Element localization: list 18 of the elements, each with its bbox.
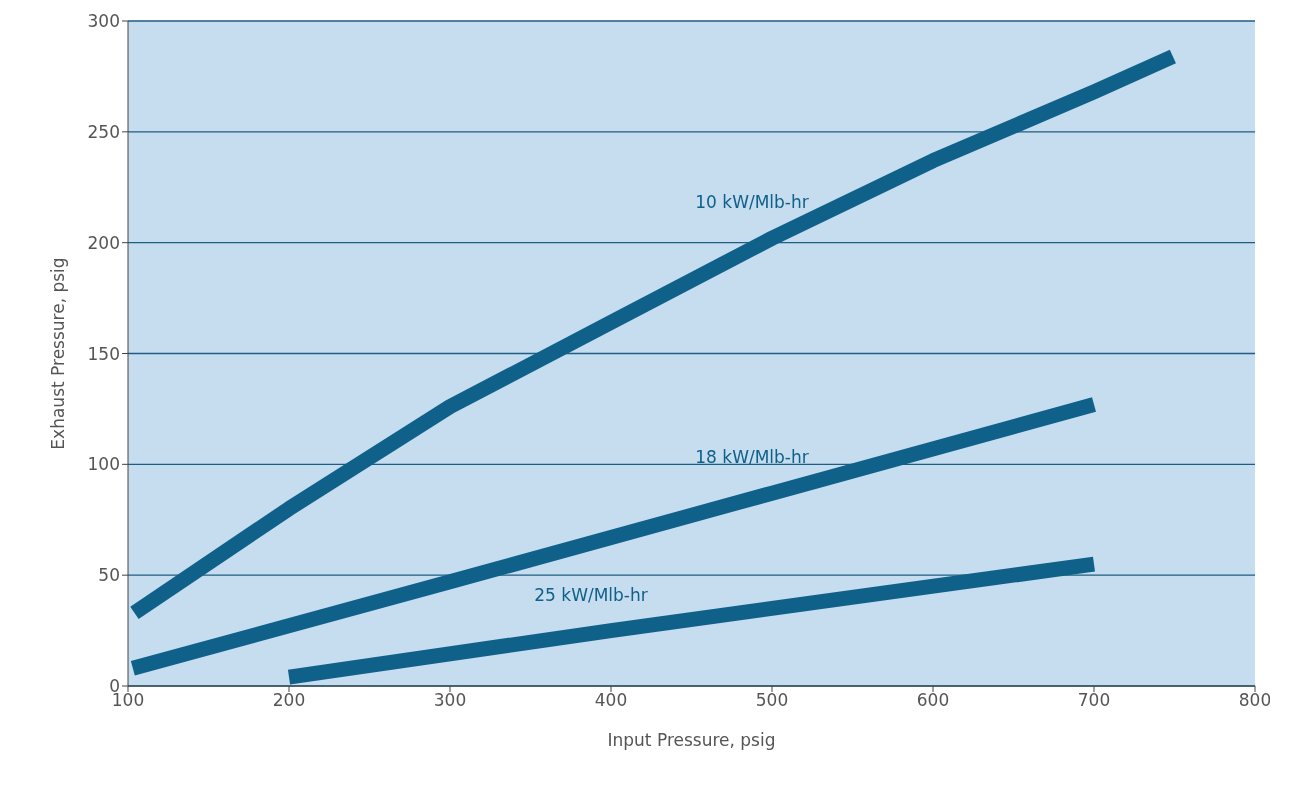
series-label: 10 kW/Mlb-hr: [695, 192, 809, 213]
y-tick-label: 150: [87, 343, 120, 364]
x-tick-label: 500: [755, 690, 789, 711]
y-tick-label: 100: [87, 454, 120, 475]
x-tick-label: 700: [1077, 690, 1111, 711]
series-label: 25 kW/Mlb-hr: [534, 584, 648, 605]
y-tick-label: 50: [98, 565, 120, 586]
x-tick-label: 600: [916, 690, 950, 711]
y-tick-label: 200: [87, 232, 120, 253]
y-axis-title: Exhaust Pressure, psig: [48, 257, 69, 450]
x-tick-label: 800: [1238, 690, 1272, 711]
x-axis-title: Input Pressure, psig: [607, 730, 776, 750]
x-tick-label: 200: [272, 690, 306, 711]
y-tick-label: 250: [87, 121, 120, 142]
x-tick-label: 400: [594, 690, 628, 711]
x-tick-label: 300: [433, 690, 467, 711]
y-tick-label: 300: [87, 11, 120, 32]
series-label: 18 kW/Mlb-hr: [695, 447, 809, 468]
